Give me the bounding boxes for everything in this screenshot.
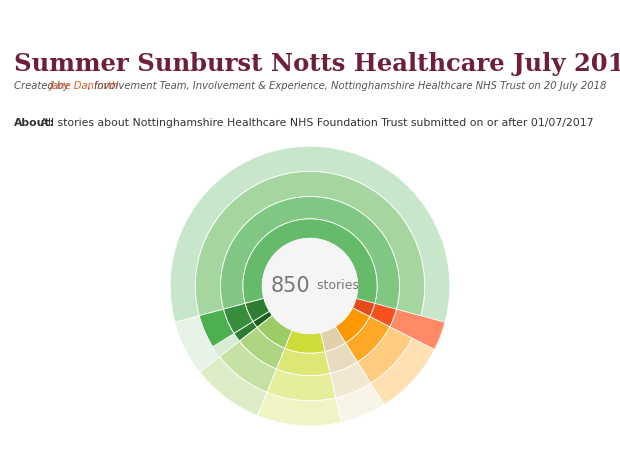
Text: Jane Danforth: Jane Danforth — [50, 81, 118, 91]
Text: Summer Sunburst Notts Healthcare July 2017-18: Summer Sunburst Notts Healthcare July 20… — [14, 52, 620, 76]
Wedge shape — [243, 220, 377, 353]
Circle shape — [262, 239, 358, 334]
Wedge shape — [258, 392, 342, 426]
Wedge shape — [335, 308, 370, 343]
Wedge shape — [170, 147, 450, 426]
Wedge shape — [321, 327, 345, 352]
Wedge shape — [199, 309, 234, 347]
Wedge shape — [170, 147, 450, 426]
Wedge shape — [267, 369, 336, 401]
Wedge shape — [243, 220, 377, 353]
Wedge shape — [370, 304, 396, 327]
Wedge shape — [253, 312, 273, 327]
Wedge shape — [390, 309, 445, 350]
Wedge shape — [195, 172, 425, 401]
Text: stories: stories — [313, 279, 359, 291]
Wedge shape — [224, 304, 253, 334]
Wedge shape — [352, 299, 375, 317]
Wedge shape — [277, 349, 330, 376]
Wedge shape — [336, 383, 384, 422]
Wedge shape — [200, 357, 267, 416]
Text: About:: About: — [14, 117, 55, 127]
Wedge shape — [357, 327, 412, 383]
Text: 850: 850 — [270, 275, 310, 295]
Wedge shape — [195, 172, 425, 401]
Wedge shape — [221, 197, 399, 376]
Wedge shape — [371, 338, 435, 405]
Wedge shape — [219, 341, 277, 392]
Wedge shape — [325, 343, 357, 373]
Wedge shape — [221, 197, 399, 376]
Wedge shape — [345, 317, 390, 362]
Wedge shape — [257, 316, 292, 349]
Wedge shape — [285, 331, 325, 353]
Text: All stories about Nottinghamshire Healthcare NHS Foundation Trust submitted on o: All stories about Nottinghamshire Health… — [37, 117, 594, 127]
Wedge shape — [245, 299, 270, 322]
Wedge shape — [234, 322, 257, 341]
Wedge shape — [330, 362, 371, 398]
Wedge shape — [239, 327, 285, 369]
Text: , Involvement Team, Involvement & Experience, Nottinghamshire Healthcare NHS Tru: , Involvement Team, Involvement & Experi… — [88, 81, 606, 91]
Text: Created by: Created by — [14, 81, 72, 91]
